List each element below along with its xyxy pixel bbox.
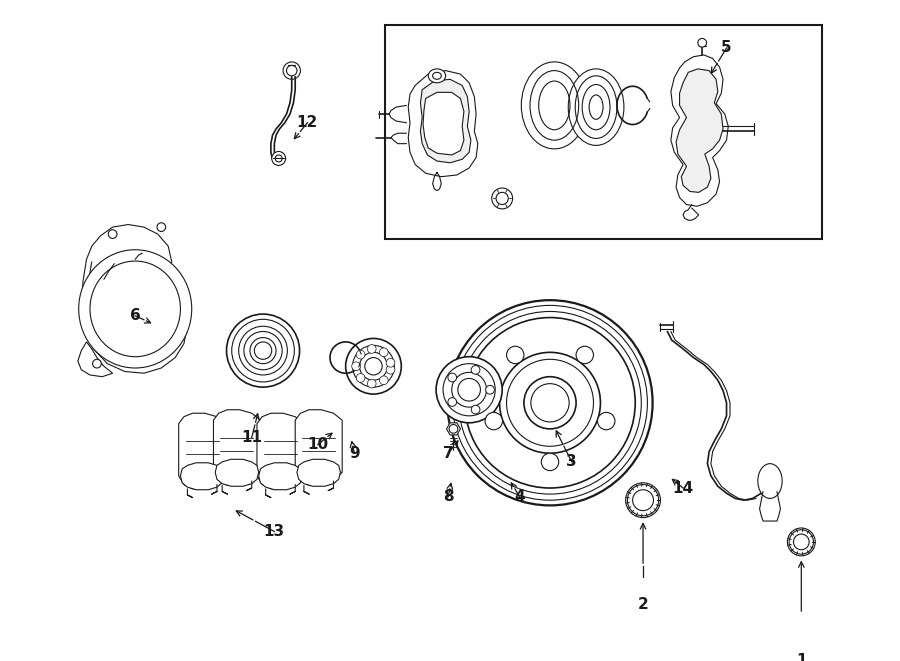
Polygon shape [213, 410, 260, 485]
Ellipse shape [472, 366, 480, 374]
Polygon shape [297, 459, 340, 486]
Ellipse shape [272, 151, 285, 165]
Polygon shape [423, 93, 464, 155]
Ellipse shape [447, 300, 652, 506]
Ellipse shape [448, 373, 456, 382]
Ellipse shape [448, 398, 456, 407]
Ellipse shape [227, 314, 300, 387]
Polygon shape [446, 423, 461, 435]
Ellipse shape [78, 250, 192, 368]
Ellipse shape [568, 69, 624, 145]
Ellipse shape [598, 412, 615, 430]
Ellipse shape [346, 338, 401, 394]
Text: 14: 14 [672, 481, 694, 496]
Ellipse shape [428, 69, 446, 83]
Polygon shape [258, 463, 302, 490]
Ellipse shape [157, 223, 166, 231]
Ellipse shape [386, 366, 395, 374]
Text: 13: 13 [264, 524, 285, 539]
Ellipse shape [452, 372, 487, 407]
Text: 5: 5 [721, 40, 732, 56]
Text: 4: 4 [514, 489, 525, 504]
Ellipse shape [576, 346, 593, 364]
Ellipse shape [238, 327, 287, 375]
Ellipse shape [758, 463, 782, 498]
Ellipse shape [507, 346, 524, 364]
Text: 11: 11 [241, 430, 262, 445]
Polygon shape [77, 342, 112, 377]
Polygon shape [295, 410, 342, 485]
Ellipse shape [627, 485, 659, 516]
Polygon shape [420, 79, 471, 163]
Polygon shape [670, 55, 728, 206]
Ellipse shape [789, 529, 814, 554]
Polygon shape [409, 71, 478, 176]
Polygon shape [179, 413, 226, 489]
Ellipse shape [698, 38, 706, 47]
Ellipse shape [356, 350, 365, 359]
Polygon shape [215, 459, 258, 486]
Ellipse shape [464, 317, 635, 488]
Ellipse shape [367, 344, 376, 354]
Ellipse shape [360, 352, 387, 380]
Ellipse shape [250, 338, 276, 364]
Ellipse shape [380, 376, 388, 385]
Polygon shape [257, 413, 304, 489]
Text: 2: 2 [638, 597, 648, 612]
Ellipse shape [90, 261, 180, 357]
Ellipse shape [485, 412, 502, 430]
Text: 10: 10 [307, 437, 328, 452]
Text: 6: 6 [130, 308, 140, 323]
Polygon shape [81, 225, 187, 373]
Ellipse shape [93, 360, 102, 368]
Ellipse shape [283, 62, 301, 79]
Ellipse shape [521, 62, 588, 149]
Ellipse shape [108, 230, 117, 239]
Text: 9: 9 [349, 446, 360, 461]
Ellipse shape [356, 373, 365, 382]
Ellipse shape [491, 188, 513, 209]
Ellipse shape [541, 453, 559, 471]
Bar [385, 25, 823, 239]
Polygon shape [180, 463, 224, 490]
Ellipse shape [486, 385, 494, 394]
Ellipse shape [367, 379, 376, 388]
Text: 12: 12 [297, 115, 318, 130]
Text: 8: 8 [443, 489, 454, 504]
Ellipse shape [352, 362, 360, 371]
Ellipse shape [436, 357, 502, 423]
Ellipse shape [386, 358, 395, 367]
Text: 3: 3 [566, 454, 577, 469]
Ellipse shape [500, 352, 600, 453]
Ellipse shape [472, 405, 480, 414]
Text: 1: 1 [796, 652, 806, 661]
Text: 7: 7 [443, 446, 454, 461]
Ellipse shape [380, 348, 388, 357]
Polygon shape [676, 69, 723, 192]
Ellipse shape [524, 377, 576, 429]
